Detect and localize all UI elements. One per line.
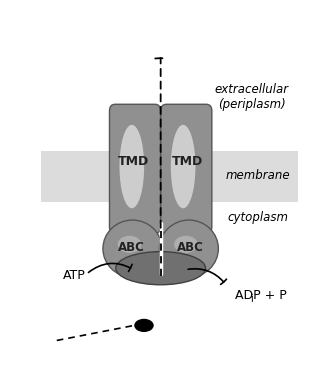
Text: ABC: ABC — [118, 240, 145, 254]
FancyBboxPatch shape — [110, 104, 161, 233]
Ellipse shape — [160, 220, 218, 277]
Ellipse shape — [134, 319, 154, 332]
Ellipse shape — [171, 125, 196, 208]
Text: membrane: membrane — [226, 169, 290, 182]
Ellipse shape — [103, 220, 162, 277]
Text: ATP: ATP — [63, 269, 86, 282]
Text: cytoplasm: cytoplasm — [228, 210, 289, 224]
Text: i: i — [251, 294, 253, 304]
Bar — [41, 151, 298, 202]
Ellipse shape — [119, 125, 144, 208]
Text: TMD: TMD — [118, 155, 149, 168]
Ellipse shape — [116, 252, 206, 285]
Text: ADP + P: ADP + P — [235, 289, 287, 302]
FancyBboxPatch shape — [161, 104, 212, 233]
Text: extracellular
(periplasm): extracellular (periplasm) — [215, 83, 289, 111]
Text: TMD: TMD — [172, 155, 203, 168]
Text: ABC: ABC — [177, 240, 204, 254]
Ellipse shape — [174, 236, 198, 253]
Ellipse shape — [118, 236, 141, 253]
